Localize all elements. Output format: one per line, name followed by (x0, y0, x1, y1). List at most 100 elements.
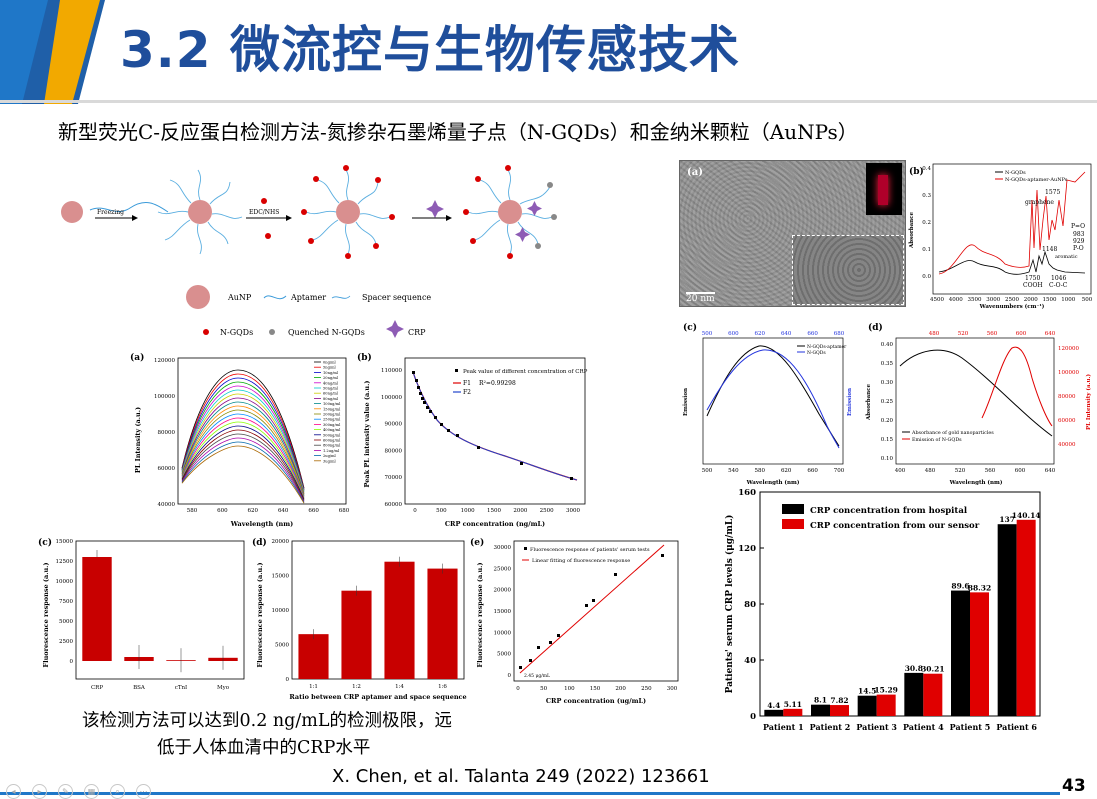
fc-x-top-tick: 640 (781, 331, 792, 337)
ftir-x-tick: 3000 (986, 297, 1000, 303)
prev-slide-icon[interactable]: ◂ (6, 784, 21, 799)
peak-value-chart: (b) Peak value of different concentratio… (357, 352, 588, 528)
panel-e-y-tick: 15000 (494, 609, 512, 615)
citation: X. Chen, et al. Talanta 249 (2022) 12366… (332, 766, 710, 787)
patient-bar (764, 709, 784, 716)
patient-bar-value: 88.32 (968, 583, 992, 592)
panel-d-y-tick: 0 (286, 677, 290, 683)
panel-b-y-tick: 60000 (385, 502, 403, 508)
panel-e-x-tick: 300 (667, 686, 678, 692)
panel-d-y-tick: 15000 (272, 574, 290, 580)
ftir-chart: (b) N-GQDs N-GQDs-aptamer-AuNPs 1575 gra… (909, 163, 1093, 310)
pl-legend-entry: 400ng/ml (323, 428, 341, 432)
fc-ylabel-right: Emission (847, 388, 853, 416)
legend-ngqds-icon (203, 329, 209, 335)
pl-spectrum-line (181, 393, 305, 493)
patient-bar (970, 592, 989, 716)
page-number: 43 (1062, 776, 1086, 796)
patient-bar-value: 14.5 (858, 687, 876, 696)
panel-e-y-tick: 25000 (494, 566, 512, 572)
fc-x-top-tick: 500 (702, 331, 713, 337)
fd-x-tick: 560 (985, 468, 996, 474)
panel-b-points (412, 371, 573, 480)
ftir-peak-1046: 1046 (1051, 275, 1066, 282)
ftir-peak-1575: 1575 (1045, 189, 1060, 196)
patient-bar-value: 89.6 (951, 582, 969, 591)
panel-e-legend-points: Fluorescence response of patients' serum… (530, 547, 650, 553)
tem-inset-zoom (792, 235, 904, 305)
ratio-category: 1:6 (438, 684, 447, 690)
panel-a-x-tick: 680 (339, 508, 350, 514)
fc-x-tick: 620 (781, 468, 792, 474)
pl-spectra-chart: (a) 40000 60000 80000 100000 120000 580 600 620… (130, 352, 350, 528)
fc-x-tick: 700 (834, 468, 845, 474)
ftir-peak-1750: 1750 (1025, 275, 1040, 282)
fd-y-right-tick: 60000 (1058, 418, 1076, 424)
patient-bar-value: 8.1 (814, 696, 827, 705)
ftir-peak-aromatic: aromatic (1055, 254, 1078, 260)
fd-y-tick: 0.10 (881, 456, 894, 462)
fd-x-top-tick: 640 (1045, 331, 1056, 337)
pl-spectrum-line (181, 437, 305, 502)
patient-category: Patient 2 (810, 722, 851, 732)
selectivity-category: BSA (133, 685, 146, 691)
panel-a-x-tick: 620 (248, 508, 259, 514)
panel-b-y-tick: 70000 (385, 475, 403, 481)
pl-legend-entry: 1.2ug/ml (323, 449, 340, 453)
ftir-legend2: N-GQDs-aptamer-AuNPs (1005, 177, 1068, 183)
ftir-y-tick: 0.3 (922, 193, 931, 199)
panel-b-xlabel: CRP concentration (ng/mL) (445, 520, 545, 528)
patient-bar-value: 15.29 (874, 686, 898, 695)
ratio-chart: (d) 0 5000 10000 15000 20000 1:1 1:2 1:4 1:6 Flu… (252, 537, 467, 701)
patient-crp-chart: 0 40 80 120 160 4.4 5.11 8.1 7.82 14.515.29 30.83… (724, 488, 1041, 732)
pl-spectrum-line (181, 401, 305, 495)
next-slide-icon[interactable]: ▸ (32, 784, 47, 799)
pl-legend-entry: 600ng/ml (323, 439, 341, 443)
legend-aptamer: Aptamer (290, 293, 326, 302)
panel-e-y-tick: 20000 (494, 588, 512, 594)
ftir-peak-1148: 1148 (1042, 246, 1057, 253)
fc-legend1: N-GQDs-aptamer (807, 344, 847, 350)
legend-spacer: Spacer sequence (362, 293, 431, 302)
fd-x-tick: 480 (925, 468, 936, 474)
emission-chart: (c) N-GQDs-aptamer N-GQDs 500 540 580 620 66… (683, 322, 853, 486)
fd-label: (d) (868, 322, 883, 333)
more-options-icon[interactable]: ⋯ (136, 784, 151, 799)
fd-y-tick: 0.20 (881, 418, 894, 424)
selectivity-bar (82, 557, 112, 661)
ftir-peak-983: 983 (1073, 231, 1085, 238)
pen-icon[interactable]: ✎ (58, 784, 73, 799)
pl-spectrum-line (181, 405, 305, 496)
panel-b-label: (b) (357, 352, 372, 363)
fd-y-tick: 0.35 (881, 361, 894, 367)
patient-bar (923, 673, 943, 716)
slide-title: 3.2 微流控与生物传感技术 (120, 21, 740, 79)
ftir-legend1: N-GQDs (1005, 170, 1026, 176)
ftir-peak-graphene: graphene (1025, 199, 1054, 206)
panel-b-legend-f2: F2 (463, 389, 471, 396)
aunp-bare (61, 201, 169, 223)
panel-e-x-tick: 0 (516, 686, 520, 692)
patient-bar (830, 705, 849, 716)
pl-legend-entry: 60ng/ml (323, 392, 339, 396)
panel-b-x-tick: 2000 (513, 508, 527, 514)
panel-e-y-tick: 5000 (497, 652, 511, 658)
zoom-icon[interactable]: ⌕ (110, 784, 125, 799)
pl-legend-entry: 3ug/ml (323, 459, 337, 463)
slides-grid-icon[interactable]: ▦ (84, 784, 99, 799)
aunp-crp-bound (463, 165, 557, 259)
conclusion-text: 该检测方法可以达到0.2 ng/mL的检测极限，远 低于人体血清中的CRP水平 (82, 708, 452, 762)
panel-b-ylabel: Peak PL intensity value (a.u.) (363, 381, 371, 488)
panel-e-y-tick: 0 (508, 673, 512, 679)
fd-y-right-tick: 80000 (1058, 394, 1076, 400)
pl-spectrum-line (181, 429, 305, 501)
panel-b-x-tick: 1500 (487, 508, 501, 514)
patient-bar-value: 5.11 (784, 700, 802, 709)
tem-label: (a) (687, 167, 703, 178)
ftir-peak-cooh: COOH (1023, 282, 1043, 289)
fd-legend2: Emission of N-GQDs (912, 437, 962, 443)
panel-c-y-tick: 12500 (56, 559, 74, 565)
fd-y-right-tick: 100000 (1058, 370, 1079, 376)
ftir-xlabel: Wavenumbers (cm⁻¹) (979, 303, 1045, 310)
fd-y-right-tick: 40000 (1058, 442, 1076, 448)
